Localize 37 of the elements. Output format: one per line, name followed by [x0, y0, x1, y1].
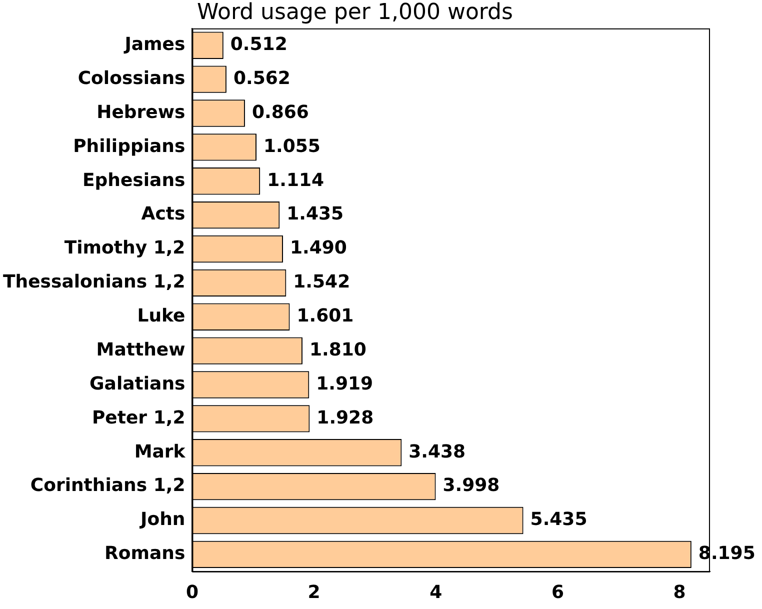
data-label: 1.601 [296, 306, 354, 327]
data-label: 3.998 [442, 475, 500, 496]
y-tick-label: Galatians [90, 373, 186, 394]
data-label: 1.542 [293, 272, 350, 293]
y-tick-label: Hebrews [96, 102, 186, 123]
y-tick-label: Mark [134, 441, 186, 462]
y-tick-label: Philippians [73, 136, 186, 157]
y-tick-label: Thessalonians 1,2 [2, 272, 186, 293]
y-tick-label: Timothy 1,2 [64, 238, 186, 259]
data-label: 3.438 [408, 441, 466, 462]
y-tick-label: Romans [104, 543, 186, 564]
y-tick-label: Luke [137, 306, 186, 327]
x-tick-label: 2 [308, 582, 320, 603]
data-label: 1.114 [267, 170, 324, 191]
chart-title: Word usage per 1,000 words [197, 0, 513, 25]
x-tick-label: 6 [551, 582, 564, 603]
data-label: 1.810 [309, 339, 366, 360]
y-tick-label: Matthew [96, 339, 186, 360]
y-tick-label: Colossians [78, 68, 186, 89]
data-label: 1.919 [316, 373, 374, 394]
y-tick-label: Ephesians [82, 170, 186, 191]
data-label: 0.866 [252, 102, 309, 123]
y-tick-label: James [122, 34, 186, 56]
data-label: 5.435 [530, 509, 588, 530]
data-label: 1.490 [290, 238, 347, 259]
y-tick-label: Acts [141, 204, 186, 225]
x-tick-label: 4 [430, 582, 442, 603]
y-tick-label: Peter 1,2 [92, 407, 186, 428]
data-label: 0.512 [230, 34, 288, 56]
y-tick-label: John [138, 509, 186, 530]
data-label: 1.435 [286, 204, 344, 225]
data-label: 1.928 [316, 407, 374, 428]
data-label: 0.562 [233, 68, 290, 89]
x-tick-label: 0 [186, 582, 198, 603]
y-tick-label: Corinthians 1,2 [30, 475, 186, 496]
data-label: 1.055 [263, 136, 320, 157]
x-tick-label: 8 [673, 582, 686, 603]
